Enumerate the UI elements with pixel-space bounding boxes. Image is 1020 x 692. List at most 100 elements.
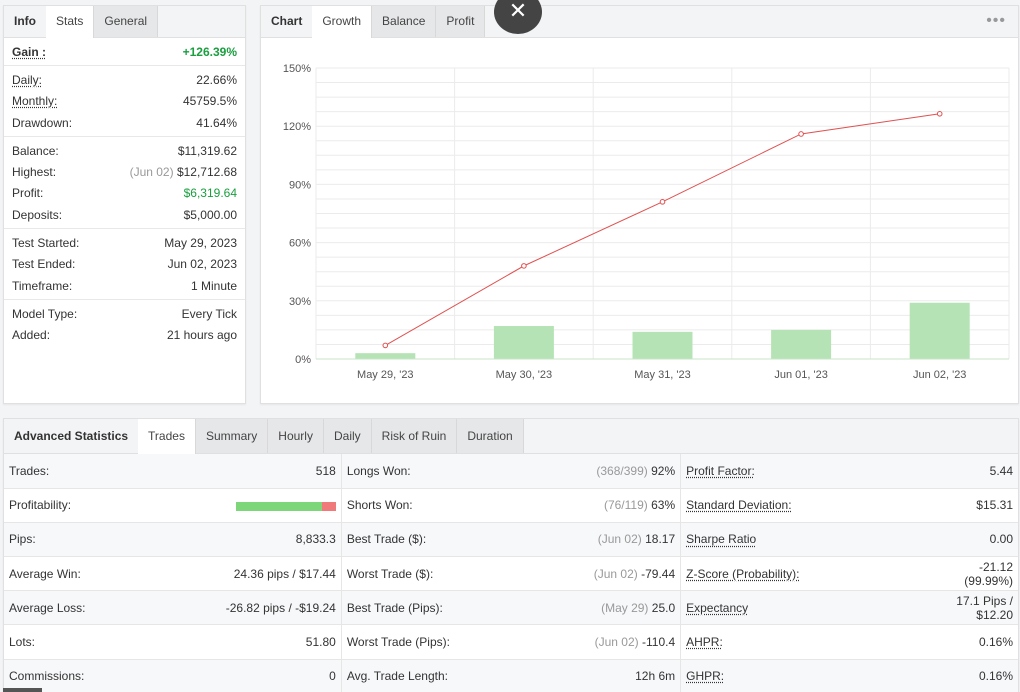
tab-summary[interactable]: Summary	[195, 419, 269, 453]
cell-value: 12h 6m	[588, 659, 682, 692]
profitability-won-fill	[235, 501, 322, 511]
cell-value: (368/399) 92%	[588, 454, 682, 489]
tab-chart[interactable]: Chart	[271, 14, 303, 28]
cell-label: Standard Deviation:	[680, 488, 923, 523]
y-tick-label: 90%	[289, 179, 311, 191]
cell-value: (Jun 02) -110.4	[588, 624, 682, 660]
value-context: (76/119)	[603, 498, 652, 513]
stat-value-text: $5,000.00	[183, 207, 237, 222]
tab-info[interactable]: Info	[14, 14, 36, 28]
tab-profit[interactable]: Profit	[436, 6, 486, 37]
scrollbar-thumb[interactable]	[3, 688, 42, 692]
stat-label: Added:	[12, 328, 51, 343]
value-text: 8,833.3	[295, 532, 336, 547]
cell-label: Average Win:	[4, 556, 140, 592]
stat-label: Timeframe:	[12, 278, 73, 293]
stat-row: Profit: $6,319.64	[4, 183, 245, 204]
stat-value: 45759.5%	[183, 94, 237, 108]
stat-row: Test Ended: Jun 02, 2023	[4, 254, 245, 275]
value-text: 92%	[651, 463, 676, 478]
value-text: 51.80	[305, 635, 336, 650]
cell-label: Best Trade (Pips):	[341, 590, 588, 626]
x-tick-label: May 30, '23	[496, 369, 553, 381]
stat-value-text: $11,319.62	[177, 143, 237, 158]
tab-growth[interactable]: Growth	[312, 6, 373, 38]
cell-value: (Jun 02) -79.44	[588, 556, 682, 592]
stat-group: Balance: $11,319.62 Highest: (Jun 02) $12,7…	[4, 137, 245, 230]
stat-value-text: 22.66%	[196, 72, 237, 87]
tab-stats[interactable]: Stats	[46, 6, 95, 38]
tab-balance[interactable]: Balance	[372, 6, 437, 37]
tab-general[interactable]: General	[94, 6, 159, 37]
cell-value: $15.31	[922, 488, 1018, 523]
advanced-tabs: Advanced Statistics Trades Summary Hourly Da…	[4, 419, 1018, 454]
stat-label: Profit Factor:	[686, 463, 755, 478]
stat-value: $6,319.64	[184, 186, 237, 200]
stat-label: Model Type:	[12, 306, 78, 321]
stat-row: Timeframe: 1 Minute	[4, 275, 245, 296]
cell-value	[139, 488, 342, 523]
more-dots-icon[interactable]: •••	[986, 12, 1006, 29]
advanced-statistics-panel: Advanced Statistics Trades Summary Hourly Da…	[3, 418, 1019, 692]
tab-trades[interactable]: Trades	[138, 419, 196, 454]
stat-label: GHPR:	[686, 669, 725, 684]
tab-hourly[interactable]: Hourly	[268, 419, 324, 453]
stat-label: Z-Score (Probability):	[686, 566, 800, 581]
tab-daily[interactable]: Daily	[323, 419, 372, 453]
cell-label: Pips:	[4, 522, 140, 558]
tab-duration[interactable]: Duration	[457, 419, 524, 453]
stat-label: Average Loss:	[9, 600, 86, 615]
profitability-bar	[235, 501, 336, 511]
y-tick-label: 120%	[283, 121, 311, 133]
value-text: 63%	[651, 498, 676, 513]
x-tick-label: May 29, '23	[357, 369, 414, 381]
value-text: 5.44	[989, 463, 1013, 478]
value-context: (May 29)	[601, 600, 652, 615]
growth-chart: 0% 30% 60% 90% 120% 150% May 29, '23 May 30, '2…	[283, 63, 1010, 381]
stat-label: Balance:	[12, 143, 59, 158]
growth-bar	[909, 302, 970, 359]
stat-label: Test Ended:	[12, 257, 76, 272]
cell-label: Profitability:	[4, 488, 140, 523]
cell-label: Shorts Won:	[341, 488, 588, 523]
stat-label: AHPR:	[686, 635, 723, 650]
stat-group: Gain : +126.39%	[4, 38, 245, 67]
stats-list: Gain : +126.39% Daily: 22.66% Monthly: 45759.…	[4, 38, 245, 349]
y-tick-label: 0%	[295, 354, 311, 366]
table-row: Trades: 518 Longs Won: (368/399) 92% Profit …	[4, 454, 1018, 489]
value-text: $15.31	[976, 498, 1013, 513]
stat-value: 1 Minute	[191, 279, 237, 293]
y-tick-label: 150%	[283, 63, 311, 75]
stat-value-text: $6,319.64	[183, 186, 237, 201]
cell-label: Sharpe Ratio	[680, 522, 923, 558]
cell-value: (Jun 02) 18.17	[588, 522, 682, 558]
stat-label: Worst Trade ($):	[346, 566, 434, 581]
stat-row: Balance: $11,319.62	[4, 140, 245, 161]
stat-label: Drawdown:	[12, 115, 73, 130]
growth-point	[659, 199, 666, 205]
stat-value: May 29, 2023	[164, 236, 237, 250]
cell-value: 0.00	[922, 522, 1018, 558]
stat-label: Best Trade ($):	[346, 532, 427, 547]
stat-value-text: $12,712.68	[176, 165, 237, 180]
table-row: Pips: 8,833.3 Best Trade ($): (Jun 02) 18.1…	[4, 522, 1018, 558]
stat-value: 22.66%	[196, 73, 237, 87]
stat-value-text: Jun 02, 2023	[167, 257, 237, 272]
stats-panel: Info Stats General Gain : +126.39% Daily: 2…	[3, 5, 246, 404]
stat-label: Lots:	[9, 635, 36, 650]
cell-label: Commissions:	[4, 659, 140, 692]
stat-value-text: 21 hours ago	[166, 328, 237, 343]
stat-label: Expectancy	[686, 600, 749, 615]
stat-label: Monthly:	[12, 94, 58, 109]
stat-label: Highest:	[12, 165, 57, 180]
stat-value: Every Tick	[182, 307, 237, 321]
tab-risk-of-ruin[interactable]: Risk of Ruin	[371, 419, 458, 453]
stat-value: $11,319.62	[178, 144, 237, 158]
tab-advanced-statistics[interactable]: Advanced Statistics	[14, 429, 129, 443]
close-icon[interactable]: ✕	[494, 0, 542, 34]
cell-label: Z-Score (Probability):	[680, 556, 923, 592]
cell-label: Average Loss:	[4, 590, 140, 626]
cell-value: (May 29) 25.0	[588, 590, 682, 626]
stat-label: Sharpe Ratio	[686, 532, 757, 547]
stat-group: Model Type: Every Tick Added: 21 hours ago	[4, 300, 245, 349]
